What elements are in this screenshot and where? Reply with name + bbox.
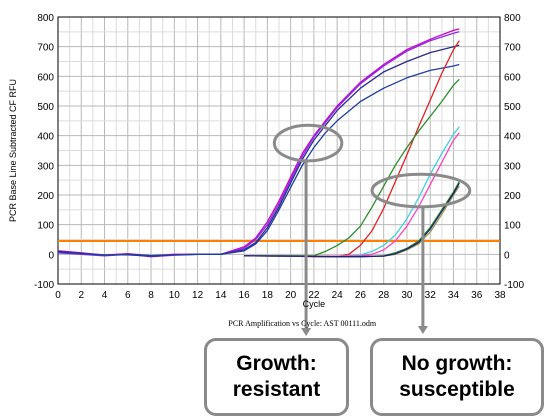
x-tick-label: 14 bbox=[215, 290, 227, 301]
y-tick-label: 300 bbox=[37, 161, 54, 172]
x-tick-label: 22 bbox=[308, 290, 320, 301]
callout-susceptible-line1: No growth: bbox=[401, 352, 513, 375]
y-tick-label: 400 bbox=[37, 132, 54, 143]
y-tick-label-right: 400 bbox=[504, 132, 521, 143]
x-tick-label: 10 bbox=[169, 290, 181, 301]
y-tick-label-right: 300 bbox=[504, 161, 521, 172]
x-tick-label: 36 bbox=[471, 290, 483, 301]
x-tick-label: 8 bbox=[148, 290, 154, 301]
y-tick-label-right: 700 bbox=[504, 43, 521, 54]
x-tick-label: 30 bbox=[401, 290, 413, 301]
x-tick-label: 34 bbox=[448, 290, 460, 301]
y-tick-label: 100 bbox=[37, 221, 54, 232]
x-tick-label: 12 bbox=[192, 290, 204, 301]
arrow-susceptible-head bbox=[417, 326, 428, 334]
series-lines bbox=[57, 28, 460, 258]
x-tick-label: 38 bbox=[494, 290, 506, 301]
callout-resistant-line1: Growth: bbox=[236, 352, 317, 375]
series-line-11 bbox=[244, 182, 460, 258]
y-tick-label-right: 800 bbox=[504, 13, 521, 24]
annotation-ellipse-resistant bbox=[272, 123, 344, 163]
x-axis-title: Cycle bbox=[303, 299, 326, 309]
y-tick-label: 200 bbox=[37, 191, 54, 202]
x-tick-label: 0 bbox=[55, 290, 61, 301]
series-line-4 bbox=[57, 63, 460, 257]
y-tick-label: 800 bbox=[37, 13, 54, 24]
callout-resistant: Growth: resistant bbox=[204, 338, 349, 416]
plot-frame bbox=[57, 16, 501, 285]
x-tick-label: 20 bbox=[285, 290, 297, 301]
y-tick-label: 500 bbox=[37, 102, 54, 113]
annotation-ellipse-susceptible bbox=[370, 172, 472, 209]
x-tick-label: 4 bbox=[102, 290, 108, 301]
x-tick-label: 26 bbox=[355, 290, 367, 301]
x-tick-label: 18 bbox=[262, 290, 274, 301]
y-tick-label-right: -100 bbox=[504, 280, 524, 291]
y-tick-label: 600 bbox=[37, 72, 54, 83]
y-tick-label-right: 0 bbox=[504, 250, 510, 261]
y-tick-label-right: 600 bbox=[504, 72, 521, 83]
y-tick-label-right: 500 bbox=[504, 102, 521, 113]
callout-susceptible: No growth: susceptible bbox=[370, 338, 544, 416]
callout-susceptible-line2: susceptible bbox=[399, 378, 515, 401]
x-tick-label: 16 bbox=[239, 290, 251, 301]
x-tick-label: 2 bbox=[78, 290, 84, 301]
x-tick-label: 6 bbox=[125, 290, 131, 301]
y-tick-label-right: 200 bbox=[504, 191, 521, 202]
amplification-chart: 0 2 4 6 8 10 12 14 16 18 20 22 24 26 28 30 32 34 36 38-1000… bbox=[8, 13, 524, 336]
arrow-resistant-head bbox=[301, 328, 312, 336]
y-tick-label: 0 bbox=[48, 250, 54, 261]
chart-footer: PCR Amplification vs Cycle: AST 00111.od… bbox=[228, 319, 376, 328]
y-tick-label-right: 100 bbox=[504, 221, 521, 232]
y-tick-label: -100 bbox=[34, 280, 54, 291]
x-tick-label: 32 bbox=[425, 290, 437, 301]
callout-resistant-line2: resistant bbox=[232, 378, 321, 401]
x-tick-label: 28 bbox=[378, 290, 390, 301]
y-tick-label: 700 bbox=[37, 43, 54, 54]
y-axis-title: PCR Base Line Subtracted CF RFU bbox=[8, 79, 18, 222]
annotation-layer bbox=[272, 123, 472, 336]
tick-labels: 0 2 4 6 8 10 12 14 16 18 20 22 24 26 28 30 32 34 36 38-1000… bbox=[34, 13, 524, 301]
x-tick-label: 24 bbox=[332, 290, 344, 301]
